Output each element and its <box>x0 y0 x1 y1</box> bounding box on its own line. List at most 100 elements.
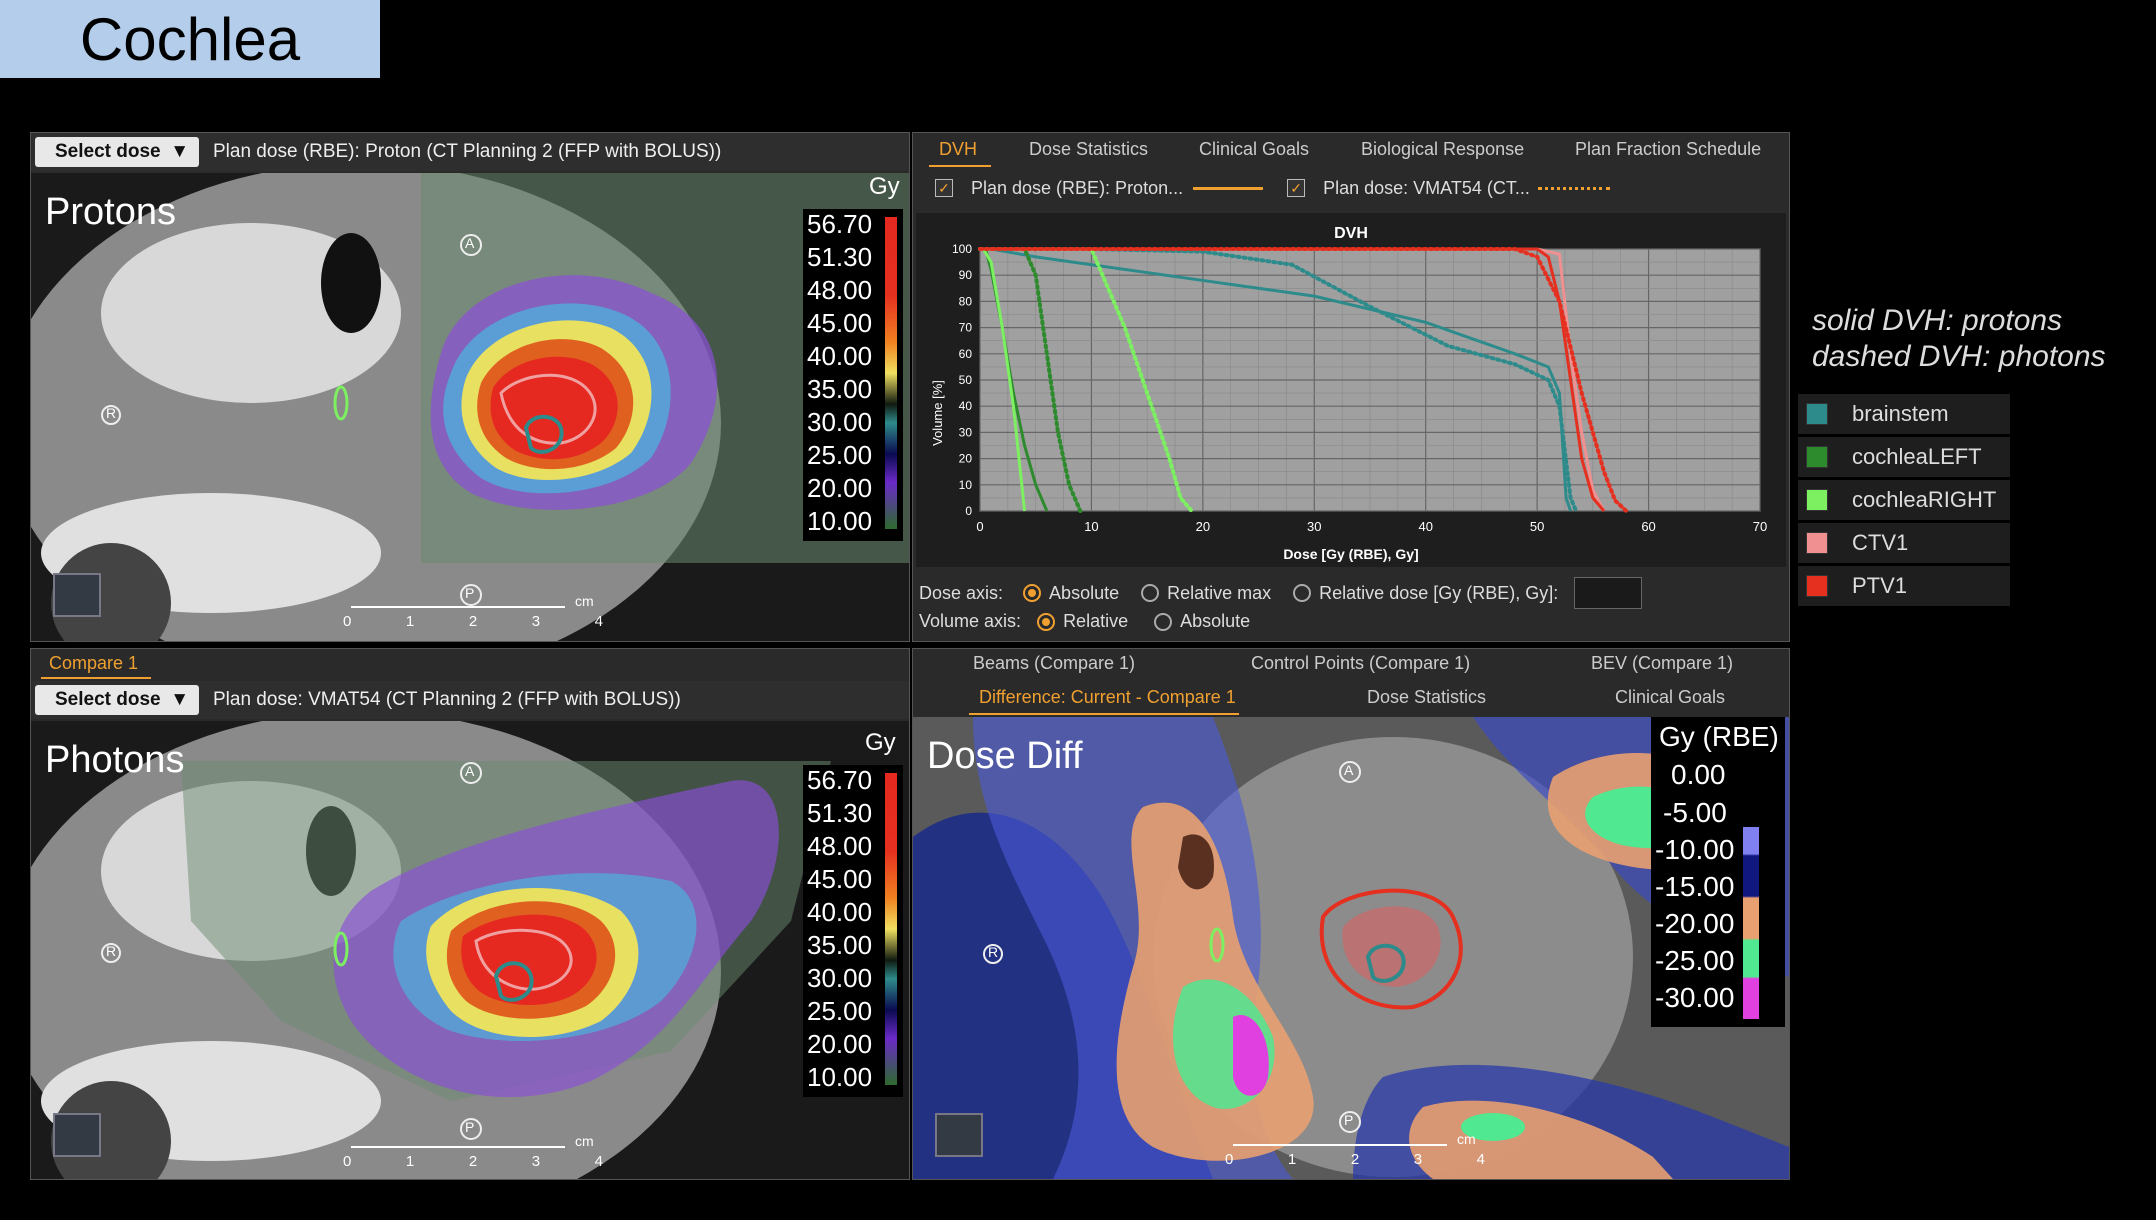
scale-tick: 3 <box>531 613 541 630</box>
slide-title: Cochlea <box>0 0 380 78</box>
colorbar-label: 51.30 <box>807 242 873 272</box>
colorbar-label: 20.00 <box>807 1029 873 1059</box>
colorbar-unit: Gy (RBE) <box>1659 721 1779 752</box>
tab-biological-response[interactable]: Biological Response <box>1361 139 1525 159</box>
chart-title: DVH <box>1334 225 1368 242</box>
orientation-right: R <box>988 944 999 960</box>
y-tick-label: 30 <box>959 425 973 439</box>
dose-relative-max-radio[interactable] <box>1141 584 1160 602</box>
legend-item-ptv1: PTV1 <box>1798 566 2010 608</box>
tab-clinical-goals[interactable]: Clinical Goals <box>1199 139 1310 159</box>
x-tick-label: 50 <box>1530 519 1544 534</box>
proton-plan-checkbox[interactable]: ✓ <box>935 179 953 197</box>
colorbar-label: 25.00 <box>807 996 873 1026</box>
colorbar-label: 20.00 <box>807 473 873 503</box>
select-dose-dropdown[interactable]: Select dose ▼ <box>35 137 199 167</box>
volume-absolute-radio[interactable] <box>1154 612 1173 631</box>
select-dose-label: Select dose <box>55 141 161 162</box>
scale-tick: 1 <box>405 613 415 630</box>
orientation-anterior: A <box>465 235 475 251</box>
legend-swatch <box>1806 575 1828 597</box>
dose-diff-view[interactable]: A P R 0 1 2 3 4 cm Dose Diff Gy (RBE) 0.… <box>913 717 1789 1179</box>
tab-clinical-goals[interactable]: Clinical Goals <box>1615 687 1726 707</box>
colorbar-label: -10.00 <box>1655 834 1735 865</box>
scale-tick: 0 <box>1225 1151 1234 1168</box>
photon-plan-checkbox[interactable]: ✓ <box>1287 179 1306 197</box>
tab-dvh[interactable]: DVH <box>939 139 978 159</box>
scale-ticks: 0 1 2 3 4 <box>343 1153 603 1170</box>
legend-label: cochleaRIGHT <box>1852 487 1997 512</box>
orientation-posterior: P <box>465 585 475 601</box>
x-tick-label: 40 <box>1418 519 1432 534</box>
legend-swatch <box>1806 446 1828 468</box>
x-tick-label: 30 <box>1307 519 1321 534</box>
tab-compare-1[interactable]: Compare 1 <box>49 653 139 673</box>
legend-swatch <box>1806 489 1828 511</box>
orientation-anterior: A <box>1344 762 1354 778</box>
scale-tick: 0 <box>343 613 352 630</box>
legend-swatch <box>1806 532 1828 554</box>
y-tick-label: 90 <box>959 268 973 282</box>
tab-difference[interactable]: Difference: Current - Compare 1 <box>979 687 1236 707</box>
y-tick-label: 20 <box>959 452 973 466</box>
colorbar-label: 10.00 <box>807 1062 873 1092</box>
dvh-chart[interactable]: DVH 0 10 20 30 40 50 60 70 0 10 20 30 40 50 60 70 80 90 10… <box>916 213 1786 567</box>
scale-unit: cm <box>1457 1131 1476 1147</box>
dvh-line-PTV1-photon <box>978 247 1629 513</box>
scale-tick: 2 <box>468 613 478 630</box>
dose-relative-dose-radio[interactable] <box>1293 584 1312 602</box>
dvh-panel: DVH Dose Statistics Clinical Goals Biolo… <box>912 132 1790 642</box>
colorbar-label: 56.70 <box>807 765 873 795</box>
ct-dose-view[interactable]: A P R 0 1 2 3 4 cm Photons Gy 56.70 51.3… <box>31 721 909 1179</box>
orientation-right: R <box>106 943 117 959</box>
legend-swatch <box>1806 403 1828 425</box>
tab-control-points[interactable]: Control Points (Compare 1) <box>1251 653 1471 673</box>
colorbar: 56.70 51.30 48.00 45.00 40.00 35.00 30.0… <box>803 209 903 541</box>
chevron-down-icon: ▼ <box>170 689 189 710</box>
volume-relative-radio[interactable] <box>1037 612 1056 631</box>
legend-label: CTV1 <box>1852 530 1909 555</box>
colorbar-label: 40.00 <box>807 341 873 371</box>
relative-dose-input[interactable] <box>1574 577 1643 609</box>
tab-dose-statistics[interactable]: Dose Statistics <box>1029 139 1149 159</box>
colorbar: 56.70 51.30 48.00 45.00 40.00 35.00 30.0… <box>803 765 903 1097</box>
scale-tick: 4 <box>594 1153 603 1170</box>
scale-tick: 4 <box>594 613 603 630</box>
view-label: Photons <box>45 739 185 781</box>
dvh-line-cochleaRIGHT-photon <box>978 247 1194 513</box>
dose-diff-panel: Beams (Compare 1) Control Points (Compar… <box>912 648 1790 1180</box>
colorbar-label: 40.00 <box>807 897 873 927</box>
plan-dose-text: Plan dose (RBE): Proton (CT Planning 2 (… <box>213 141 722 162</box>
dose-absolute-radio[interactable] <box>1023 584 1042 602</box>
tab-dose-statistics[interactable]: Dose Statistics <box>1367 687 1487 707</box>
colorbar-label: 45.00 <box>807 864 873 894</box>
scale-ticks: 0 1 2 3 4 <box>1225 1151 1485 1168</box>
orientation-posterior: P <box>1344 1112 1354 1128</box>
tab-bev[interactable]: BEV (Compare 1) <box>1591 653 1734 673</box>
y-tick-label: 60 <box>959 347 973 361</box>
scale-tick: 0 <box>343 1153 352 1170</box>
colorbar-label: 48.00 <box>807 831 873 861</box>
proton-dose-panel: Select dose ▼ Plan dose (RBE): Proton (C… <box>30 132 910 642</box>
legend-item-ctv1: CTV1 <box>1798 523 2010 565</box>
colorbar-label: 0.00 <box>1671 759 1726 790</box>
diff-colorbar: Gy (RBE) 0.00 -5.00 -10.00 -15.00 -20.00… <box>1651 717 1785 1027</box>
colorbar-label: 48.00 <box>807 275 873 305</box>
legend-item-cochlea-right: cochleaRIGHT <box>1798 480 2010 522</box>
tab-beams[interactable]: Beams (Compare 1) <box>973 653 1136 673</box>
orientation-anterior: A <box>465 763 475 779</box>
ct-dose-view[interactable]: A P R 0 1 2 3 4 cm Protons Gy 56.70 51.3… <box>31 173 909 641</box>
ct-slice-image <box>913 717 1789 1179</box>
y-tick-label: 10 <box>959 478 973 492</box>
volume-relative-label: Relative <box>1063 611 1129 631</box>
tab-plan-fraction-schedule[interactable]: Plan Fraction Schedule <box>1575 139 1762 159</box>
select-dose-dropdown[interactable]: Select dose ▼ <box>35 685 199 715</box>
legend-item-cochlea-left: cochleaLEFT <box>1798 437 2010 479</box>
scale-tick: 3 <box>531 1153 541 1170</box>
colorbar-label: 45.00 <box>807 308 873 338</box>
dvh-annotation-solid: solid DVH: protons <box>1812 304 2063 337</box>
orientation-cube-icon <box>53 1113 101 1157</box>
scale-tick: 1 <box>1287 1151 1297 1168</box>
colorbar-label: 35.00 <box>807 930 873 960</box>
chevron-down-icon: ▼ <box>170 141 189 162</box>
